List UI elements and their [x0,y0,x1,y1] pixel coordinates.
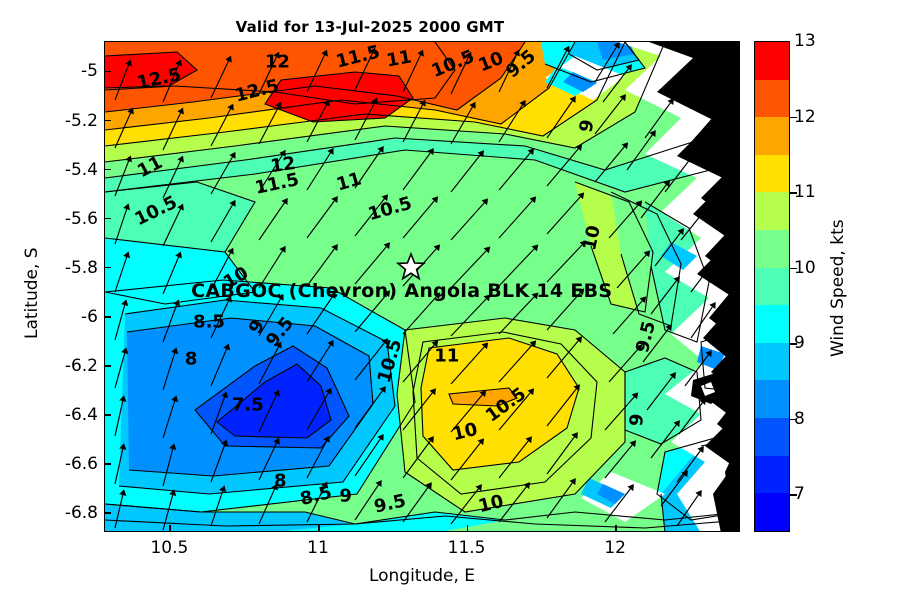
colorbar-tick-label: 10 [794,257,816,278]
x-tick-mark [466,525,469,532]
contour-label: 9 [339,485,352,507]
colorbar-tick-mark [790,192,797,194]
x-tick-label: 11 [307,538,329,558]
site-star-marker[interactable] [396,251,427,282]
y-tick-label: -5.2 [64,110,98,131]
y-tick-mark [104,70,111,72]
colorbar-band [755,455,789,494]
colorbar-band [755,380,789,419]
contour-label: 12 [264,51,290,73]
page-title: Valid for 13-Jul-2025 2000 GMT [235,18,505,36]
site-label: CABGOC (Chevron) Angola BLK 14 EBS [191,279,613,302]
contour-label: 8.5 [193,311,225,333]
y-tick-label: -6.2 [64,356,98,377]
x-tick-mark [615,525,617,532]
contour-label: 8 [184,348,198,370]
x-axis-label: Longitude, E [368,566,476,586]
colorbar[interactable] [754,41,790,532]
y-tick-mark [104,414,111,416]
colorbar-tick-label: 11 [794,182,816,203]
x-tick-mark [169,525,171,532]
colorbar-tick-mark [790,343,797,345]
y-tick-mark [104,119,111,122]
colorbar-tick-label: 9 [794,333,805,354]
y-tick-label: -6.6 [64,454,98,475]
x-tick-label: 10.5 [150,538,189,558]
y-tick-mark [104,217,111,220]
y-tick-label: -5 [81,61,98,82]
y-tick-mark [104,168,111,171]
contour-lines [105,42,739,531]
colorbar-tick-label: 7 [794,484,805,505]
colorbar-band [755,79,789,118]
colorbar-label: Wind Speed, kts [828,218,848,357]
x-tick-label: 11.5 [447,538,486,558]
y-tick-label: -5.6 [64,208,98,229]
colorbar-band [755,493,789,531]
colorbar-band [755,117,789,155]
colorbar-band [755,42,789,80]
y-axis-label: Latitude, S [22,246,42,339]
colorbar-tick-label: 12 [794,106,816,127]
y-tick-label: -5.8 [64,257,98,278]
y-tick-mark [104,463,111,465]
colorbar-tick-label: 13 [794,31,816,51]
colorbar-band [755,192,789,231]
colorbar-band [755,230,789,268]
y-tick-label: -6 [81,306,98,327]
colorbar-band [755,342,789,381]
colorbar-tick-mark [790,116,797,119]
y-tick-mark [104,316,111,318]
colorbar-tick-label: 8 [794,408,805,429]
y-tick-mark [104,512,111,514]
colorbar-tick-mark [790,494,797,496]
contour-plot[interactable]: 12.5 12 11.5 11 10.5 10 9.5 12.5 12 11.5 11 10.5 11 1… [104,41,740,532]
colorbar-band [755,154,789,193]
x-tick-mark [318,525,320,532]
contour-label: 8 [274,470,287,492]
wind-vector-field [114,42,718,531]
y-tick-mark [104,266,111,269]
colorbar-tick-mark [790,267,797,270]
y-tick-label: -6.8 [64,503,98,524]
contour-label: 11 [434,345,460,367]
colorbar-band [755,267,789,306]
colorbar-band [755,418,789,456]
colorbar-band [755,305,789,343]
contour-canvas [105,42,739,531]
contour-label: 9 [625,412,649,428]
y-tick-label: -6.4 [64,405,98,426]
colorbar-tick-mark [790,418,797,421]
x-tick-label: 12 [604,538,626,558]
contour-label: 7.5 [231,394,264,416]
y-tick-label: -5.4 [64,159,98,180]
y-tick-mark [104,365,111,367]
